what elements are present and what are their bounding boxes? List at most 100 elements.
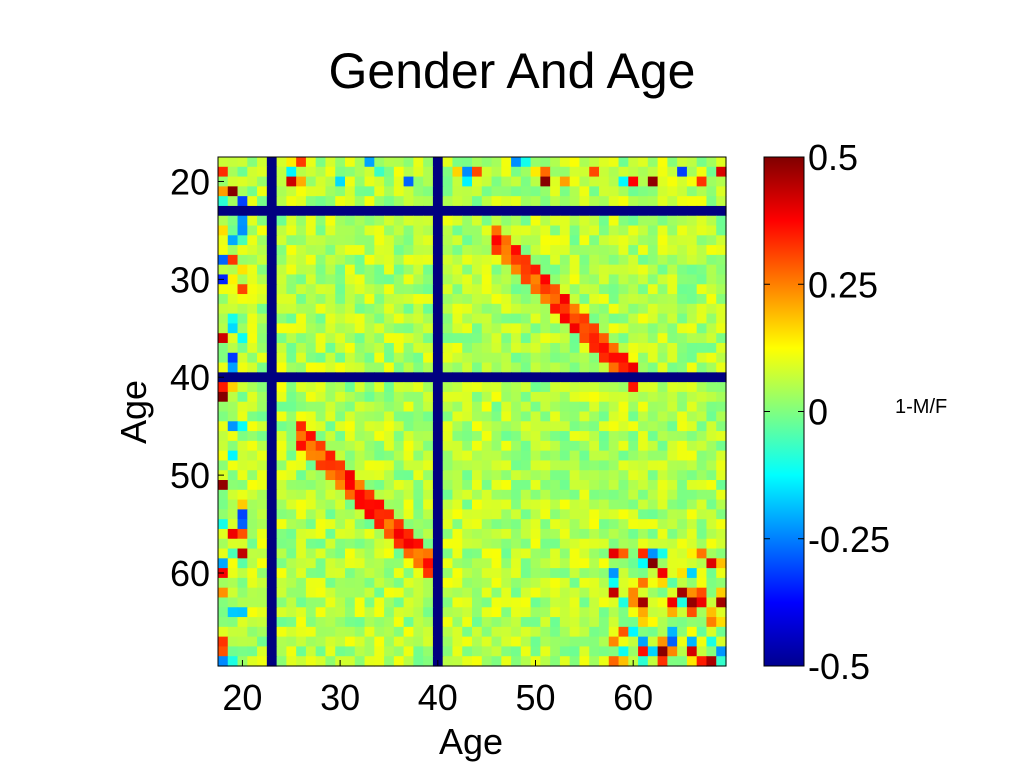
heatmap-cell — [393, 548, 405, 559]
heatmap-frame — [217, 156, 727, 667]
heatmap-cell — [628, 323, 639, 334]
heatmap-cell — [550, 313, 561, 325]
heatmap-cell — [305, 489, 317, 501]
heatmap-cell — [520, 558, 532, 569]
heatmap-cell — [667, 626, 678, 638]
heatmap-cell — [354, 313, 366, 325]
heatmap-cell — [335, 352, 346, 364]
heatmap-cell — [227, 323, 239, 334]
heatmap-cell — [325, 568, 336, 579]
x-axis-ticks: 20 30 40 50 60 — [222, 660, 653, 718]
heatmap-cell — [423, 382, 434, 393]
y-tick-label: 30 — [170, 259, 210, 300]
heatmap-cell — [706, 225, 717, 236]
heatmap-cell — [452, 284, 463, 295]
heatmap-cell — [589, 421, 600, 432]
heatmap-cell — [354, 440, 366, 452]
heatmap-cell — [589, 480, 600, 491]
heatmap-cell — [305, 519, 317, 530]
heatmap-cell — [559, 568, 571, 579]
heatmap-cell — [218, 617, 229, 628]
heatmap-cell — [462, 548, 473, 559]
heatmap-cell — [716, 636, 727, 648]
heatmap-cell — [345, 313, 356, 325]
heatmap-cell — [432, 205, 444, 217]
heatmap-cell — [345, 548, 356, 559]
heatmap-cell — [315, 626, 327, 638]
heatmap-cell — [481, 470, 493, 481]
heatmap-cell — [345, 323, 356, 334]
heatmap-cell — [472, 499, 483, 510]
heatmap-cell — [237, 391, 248, 403]
heatmap-cell — [335, 577, 346, 589]
heatmap-cell — [335, 646, 346, 657]
heatmap-cell — [501, 440, 512, 452]
heatmap-cell — [481, 480, 493, 491]
heatmap-cell — [481, 205, 493, 217]
heatmap-cell — [647, 186, 659, 197]
heatmap-cell — [686, 235, 698, 246]
heatmap-cell — [638, 313, 649, 325]
heatmap-cell — [432, 626, 444, 638]
heatmap-cell — [657, 636, 668, 648]
heatmap-cell — [227, 538, 239, 550]
heatmap-cell — [540, 470, 551, 481]
heatmap-cell — [511, 372, 522, 383]
heatmap-cell — [569, 489, 581, 501]
heatmap-cell — [667, 284, 678, 295]
heatmap-cell — [423, 323, 434, 334]
heatmap-cell — [452, 519, 463, 530]
heatmap-cell — [706, 626, 717, 638]
heatmap-cell — [305, 215, 317, 227]
heatmap-cell — [257, 450, 268, 462]
heatmap-cell — [540, 274, 551, 285]
heatmap-cell — [286, 538, 297, 550]
heatmap-cell — [657, 440, 668, 452]
heatmap-cell — [442, 166, 454, 178]
heatmap-cell — [247, 196, 258, 207]
heatmap-cell — [481, 333, 493, 344]
heatmap-cell — [247, 450, 258, 462]
heatmap-cell — [667, 264, 678, 276]
heatmap-cell — [501, 460, 512, 471]
heatmap-cell — [335, 548, 346, 559]
heatmap-cell — [686, 636, 698, 648]
heatmap-cell — [364, 176, 375, 187]
heatmap-cell — [559, 528, 571, 540]
heatmap-cell — [218, 264, 229, 276]
heatmap-cell — [618, 607, 629, 618]
heatmap-cell — [442, 196, 454, 207]
heatmap-cell — [403, 391, 414, 403]
heatmap-cell — [393, 470, 405, 481]
heatmap-cell — [257, 411, 268, 422]
heatmap-cell — [296, 352, 307, 364]
heatmap-cell — [227, 382, 239, 393]
heatmap-cell — [481, 460, 493, 471]
heatmap-cell — [501, 548, 512, 559]
heatmap-cell — [501, 333, 512, 344]
heatmap-cell — [423, 431, 434, 442]
heatmap-cell — [696, 352, 708, 364]
heatmap-cell — [540, 626, 551, 638]
heatmap-cell — [706, 215, 717, 227]
heatmap-cell — [628, 528, 639, 540]
heatmap-cell — [628, 342, 639, 354]
heatmap-cell — [657, 342, 668, 354]
heatmap-cell — [325, 421, 336, 432]
heatmap-cell — [384, 323, 395, 334]
heatmap-cell — [315, 186, 327, 197]
heatmap-cell — [540, 548, 551, 559]
heatmap-cell — [384, 157, 395, 168]
heatmap-cell — [511, 391, 522, 403]
heatmap-cell — [472, 607, 483, 618]
heatmap-cell — [569, 587, 581, 599]
heatmap-cell — [305, 431, 317, 442]
heatmap-cell — [218, 509, 229, 520]
heatmap-cell — [413, 597, 424, 608]
heatmap-cell — [706, 235, 717, 246]
heatmap-cell — [657, 372, 668, 383]
heatmap-cell — [247, 157, 258, 168]
heatmap-cell — [686, 157, 698, 168]
heatmap-cell — [638, 470, 649, 481]
heatmap-cell — [540, 205, 551, 217]
